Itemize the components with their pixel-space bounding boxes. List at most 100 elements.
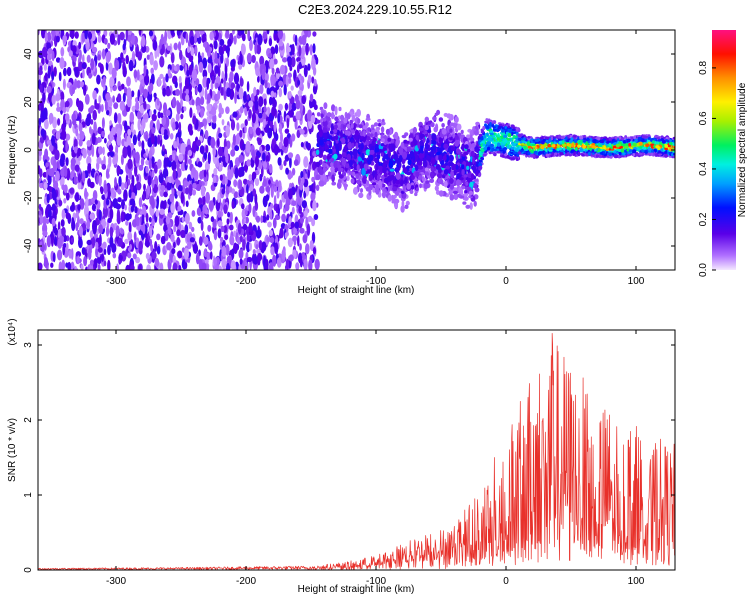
noise-cell bbox=[229, 71, 234, 82]
noise-cell bbox=[74, 78, 78, 90]
noise-cell bbox=[53, 180, 59, 190]
noise-cell bbox=[172, 96, 177, 109]
band-cell bbox=[434, 185, 439, 191]
band-cell bbox=[387, 137, 392, 142]
band-cell bbox=[353, 162, 357, 170]
noise-cell bbox=[278, 103, 283, 111]
noise-cell bbox=[101, 48, 106, 60]
noise-cell bbox=[103, 260, 107, 267]
noise-cell bbox=[215, 82, 219, 88]
noise-cell bbox=[234, 91, 237, 104]
noise-cell bbox=[117, 237, 124, 247]
noise-cell bbox=[68, 50, 73, 57]
noise-cell bbox=[212, 146, 216, 157]
noise-cell bbox=[151, 169, 155, 178]
noise-cell bbox=[60, 219, 65, 227]
noise-cell bbox=[55, 130, 61, 140]
noise-cell bbox=[213, 257, 218, 266]
noise-cell bbox=[206, 93, 211, 104]
band-cell bbox=[338, 174, 344, 179]
band-cell bbox=[443, 180, 448, 188]
noise-cell bbox=[97, 254, 102, 265]
noise-cell bbox=[76, 80, 82, 89]
band-cell bbox=[463, 151, 469, 156]
noise-cell bbox=[153, 164, 158, 174]
band-cell bbox=[458, 186, 463, 194]
noise-cell bbox=[207, 151, 211, 165]
noise-cell bbox=[201, 262, 207, 270]
band-cell bbox=[396, 159, 401, 166]
noise-cell bbox=[145, 159, 150, 166]
band-cell bbox=[342, 124, 347, 129]
noise-cell bbox=[186, 46, 191, 53]
noise-cell bbox=[176, 236, 181, 246]
noise-cell bbox=[49, 113, 52, 125]
noise-cell bbox=[170, 234, 175, 242]
band-cell bbox=[402, 183, 406, 192]
band-cell bbox=[323, 132, 328, 140]
noise-cell bbox=[219, 174, 223, 181]
noise-cell bbox=[239, 235, 243, 243]
noise-cell bbox=[124, 238, 129, 245]
band-cell bbox=[374, 157, 378, 163]
noise-cell bbox=[120, 211, 124, 223]
noise-cell bbox=[62, 35, 68, 43]
band-cell bbox=[372, 137, 377, 142]
noise-cell bbox=[55, 94, 61, 101]
band-cell bbox=[472, 156, 475, 164]
band-cell bbox=[358, 124, 363, 129]
noise-cell bbox=[290, 85, 294, 91]
band-cell bbox=[326, 112, 332, 117]
band-cell bbox=[381, 138, 385, 143]
noise-cell bbox=[82, 54, 85, 64]
noise-cell bbox=[299, 63, 303, 70]
band-cell bbox=[350, 178, 355, 184]
noise-cell bbox=[126, 76, 131, 87]
noise-cell bbox=[163, 191, 168, 198]
noise-cell bbox=[180, 113, 184, 120]
band-cell bbox=[323, 102, 328, 110]
noise-cell bbox=[255, 89, 260, 96]
noise-cell bbox=[176, 30, 180, 37]
band-cell bbox=[340, 114, 345, 121]
noise-cell bbox=[109, 226, 114, 236]
noise-cell bbox=[263, 105, 267, 113]
noise-cell bbox=[165, 230, 169, 242]
noise-cell bbox=[101, 117, 105, 129]
noise-cell bbox=[165, 216, 171, 225]
noise-cell bbox=[143, 100, 147, 110]
noise-cell bbox=[189, 107, 193, 119]
noise-cell bbox=[238, 154, 244, 164]
noise-cell bbox=[93, 121, 97, 134]
noise-cell bbox=[236, 122, 240, 132]
band-cell bbox=[329, 157, 335, 163]
noise-cell bbox=[165, 88, 171, 97]
band-cell bbox=[330, 111, 335, 120]
noise-cell bbox=[228, 186, 233, 193]
noise-cell bbox=[234, 145, 240, 152]
noise-cell bbox=[239, 53, 243, 65]
noise-cell bbox=[265, 65, 269, 74]
noise-cell bbox=[291, 206, 295, 215]
noise-cell bbox=[46, 235, 52, 248]
noise-cell bbox=[48, 168, 53, 177]
noise-cell bbox=[203, 248, 207, 258]
noise-cell bbox=[213, 168, 218, 176]
noise-cell bbox=[243, 164, 248, 172]
noise-cell bbox=[252, 188, 257, 197]
noise-cell bbox=[302, 234, 308, 244]
band-cell bbox=[380, 152, 384, 157]
noise-cell bbox=[170, 52, 175, 64]
noise-cell bbox=[125, 213, 131, 221]
noise-cell bbox=[144, 73, 150, 86]
band-cell bbox=[346, 153, 351, 161]
band-cell bbox=[356, 109, 361, 117]
noise-cell bbox=[254, 42, 258, 55]
noise-cell bbox=[79, 218, 84, 225]
noise-cell bbox=[181, 216, 185, 223]
noise-cell bbox=[220, 52, 224, 64]
noise-cell bbox=[273, 144, 279, 156]
noise-cell bbox=[307, 215, 313, 222]
noise-cell bbox=[180, 191, 184, 204]
noise-cell bbox=[118, 85, 122, 92]
